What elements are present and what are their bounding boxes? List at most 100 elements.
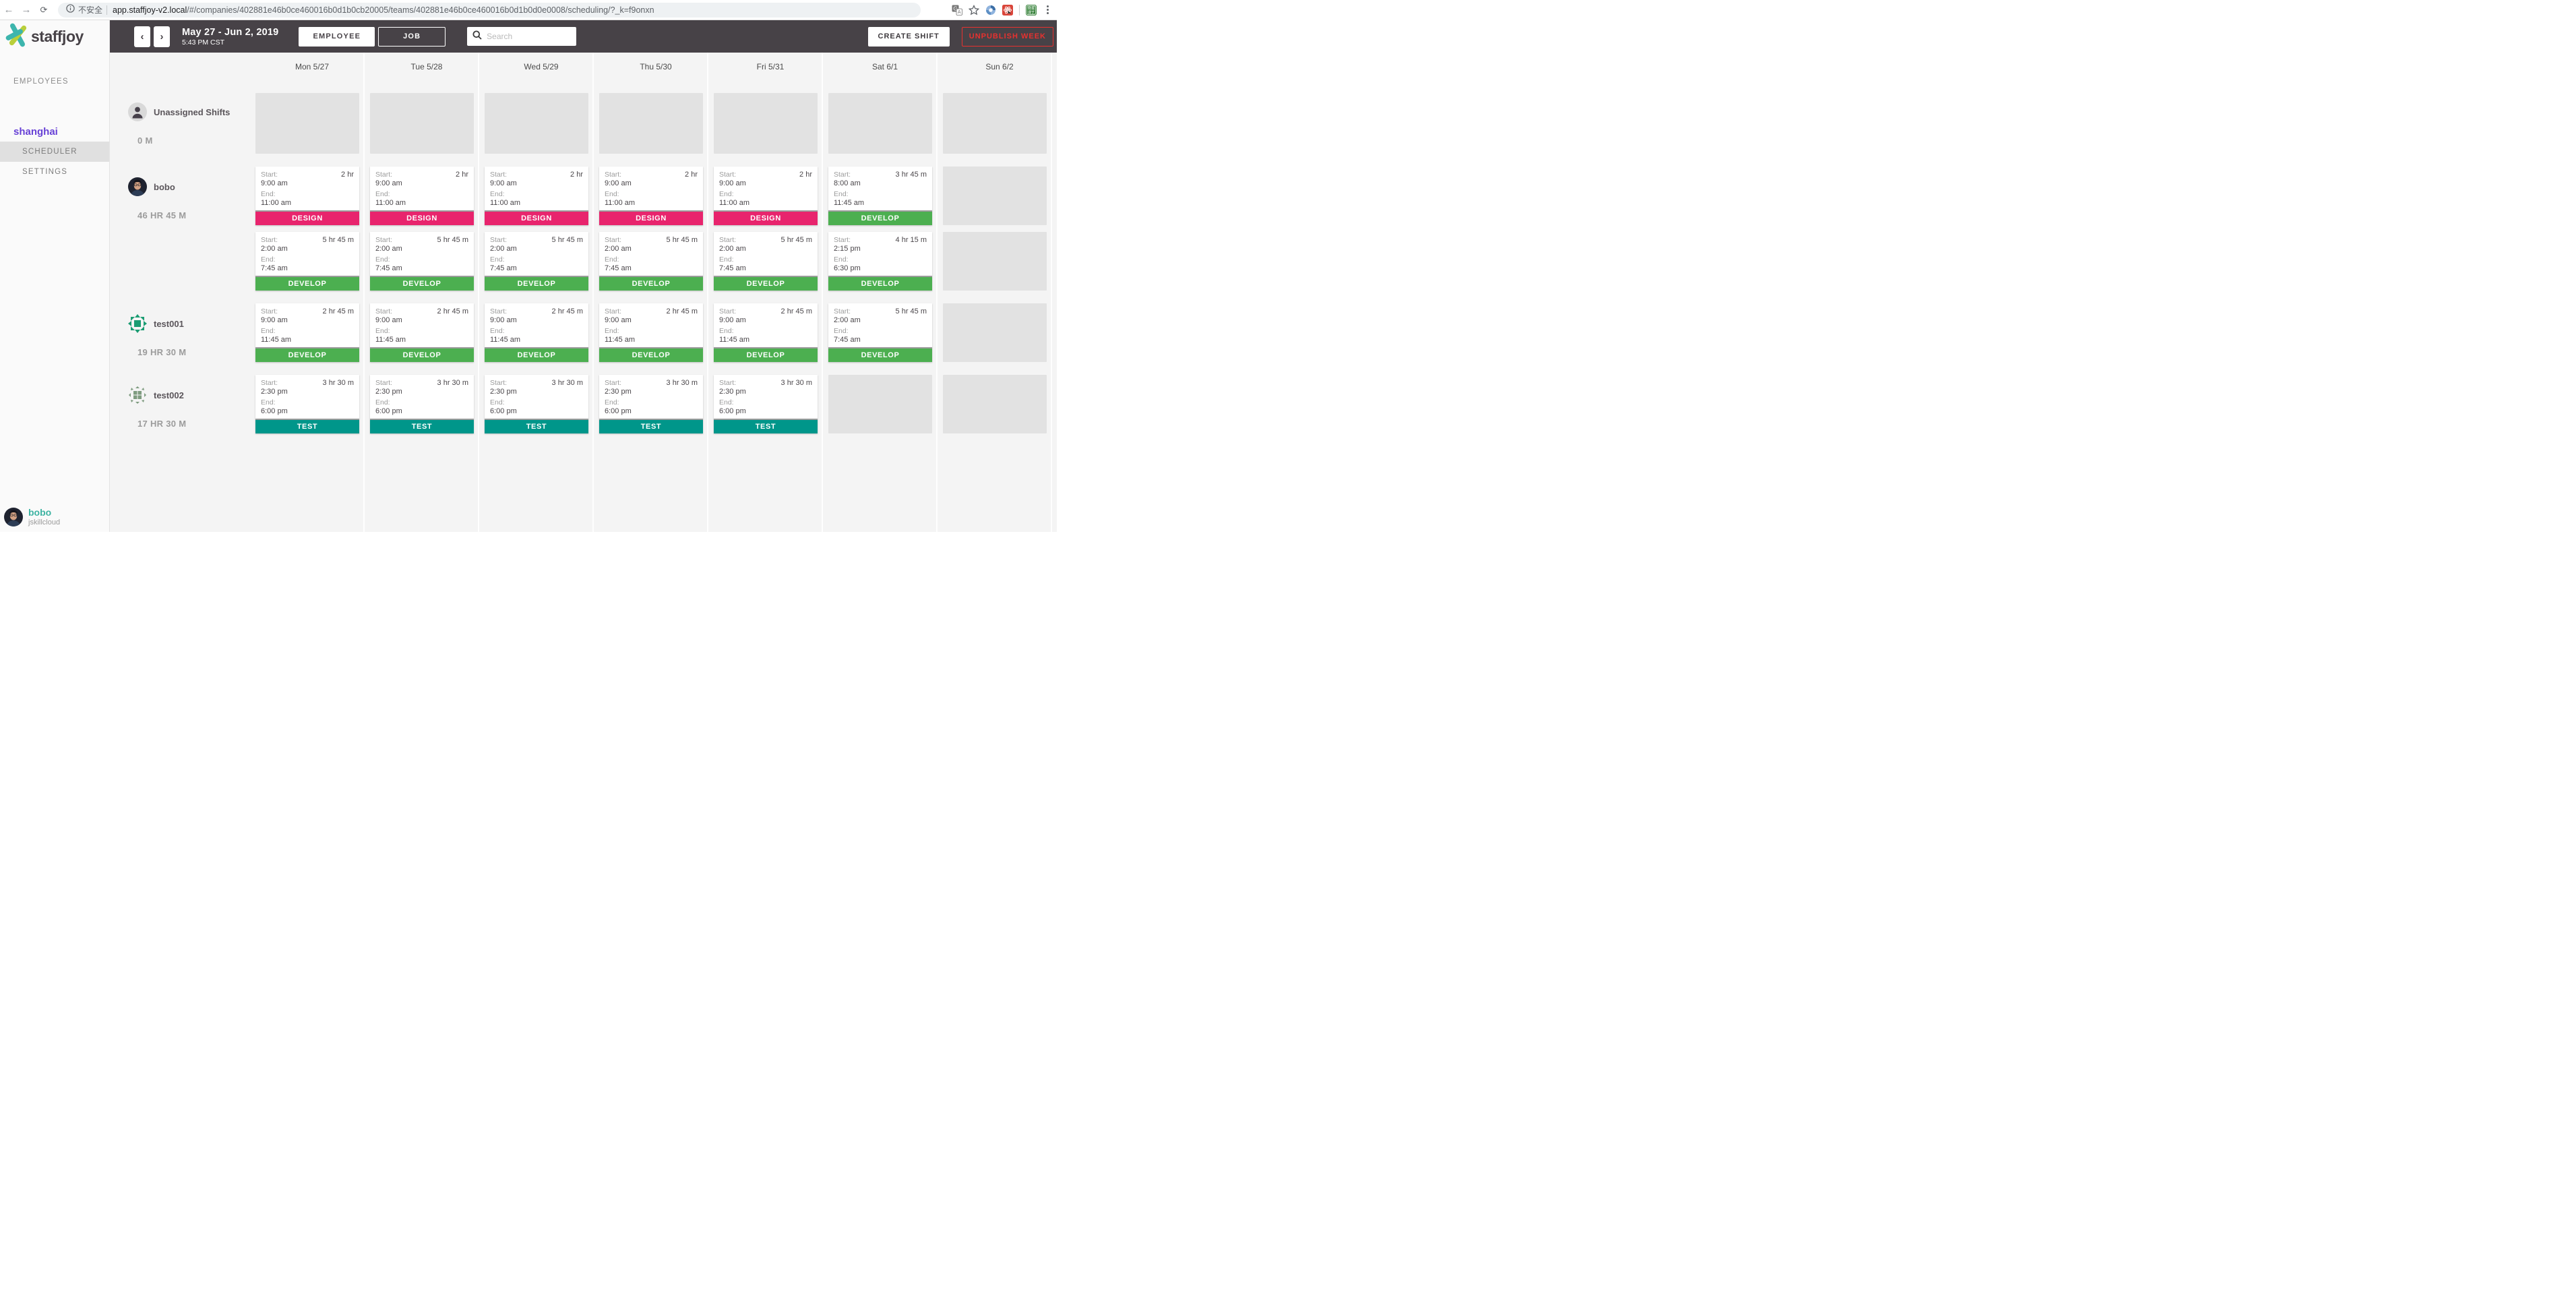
shift-job-button[interactable]: DEVELOP xyxy=(485,347,588,362)
bookmark-star-icon[interactable] xyxy=(968,4,980,16)
empty-shift-slot[interactable] xyxy=(828,93,932,154)
row-total-hours: 0 M xyxy=(137,135,153,146)
empty-shift-slot[interactable] xyxy=(943,167,1047,225)
shift-card[interactable]: Start: 5 hr 45 m 2:00 am End: 7:45 am DEVELOP xyxy=(828,303,932,362)
shift-job-button[interactable]: TEST xyxy=(714,419,818,433)
shift-card[interactable]: Start: 2 hr 9:00 am End: 11:00 am DESIGN xyxy=(714,167,818,225)
shift-job-button[interactable]: TEST xyxy=(599,419,703,433)
green-chinese-extension-icon[interactable]: 微掘 课艺 xyxy=(1026,4,1037,16)
shift-job-button[interactable]: DEVELOP xyxy=(370,276,474,291)
shift-card[interactable]: Start: 2 hr 9:00 am End: 11:00 am DESIGN xyxy=(255,167,359,225)
back-arrow-icon[interactable]: ← xyxy=(3,4,14,16)
empty-shift-slot[interactable] xyxy=(943,232,1047,291)
site-info-icon[interactable] xyxy=(66,3,75,16)
user-company: jskillcloud xyxy=(28,518,61,526)
red-atom-extension-icon[interactable] xyxy=(1002,4,1013,16)
reload-icon[interactable]: ⟳ xyxy=(40,4,48,15)
shift-card[interactable]: Start: 5 hr 45 m 2:00 am End: 7:45 am DEVELOP xyxy=(599,232,703,291)
shift-card[interactable]: Start: 2 hr 9:00 am End: 11:00 am DESIGN xyxy=(485,167,588,225)
shift-card[interactable]: Start: 5 hr 45 m 2:00 am End: 7:45 am DEVELOP xyxy=(485,232,588,291)
shift-card[interactable]: Start: 3 hr 30 m 2:30 pm End: 6:00 pm TEST xyxy=(714,375,818,433)
shift-job-button[interactable]: DEVELOP xyxy=(828,276,932,291)
browser-menu-icon[interactable] xyxy=(1043,5,1053,14)
shift-job-button[interactable]: DEVELOP xyxy=(255,276,359,291)
shift-job-button[interactable]: DESIGN xyxy=(485,210,588,225)
shift-start-time: 9:00 am xyxy=(719,179,746,187)
sidebar-user[interactable]: bobo jskillcloud xyxy=(4,507,60,526)
shift-duration: 3 hr 30 m xyxy=(551,379,583,387)
empty-shift-slot[interactable] xyxy=(370,93,474,154)
shift-card[interactable]: Start: 2 hr 45 m 9:00 am End: 11:45 am DEVELO… xyxy=(370,303,474,362)
sidebar-item-settings[interactable]: SETTINGS xyxy=(22,168,68,176)
forward-arrow-icon[interactable]: → xyxy=(21,4,32,16)
shift-job-button[interactable]: TEST xyxy=(255,419,359,433)
empty-shift-slot[interactable] xyxy=(255,93,359,154)
shift-job-button[interactable]: TEST xyxy=(370,419,474,433)
employee-view-toggle[interactable]: EMPLOYEE xyxy=(299,26,375,47)
shift-card[interactable]: Start: 3 hr 30 m 2:30 pm End: 6:00 pm TEST xyxy=(599,375,703,433)
shift-card[interactable]: Start: 3 hr 30 m 2:30 pm End: 6:00 pm TEST xyxy=(370,375,474,433)
sidebar-item-employees[interactable]: EMPLOYEES xyxy=(13,78,69,86)
empty-shift-slot[interactable] xyxy=(943,303,1047,362)
shift-card[interactable]: Start: 3 hr 45 m 8:00 am End: 11:45 am DEVELO… xyxy=(828,167,932,225)
empty-shift-slot[interactable] xyxy=(485,93,588,154)
create-shift-button[interactable]: CREATE SHIFT xyxy=(867,26,950,47)
staffjoy-logo[interactable]: staffjoy xyxy=(0,20,110,53)
previous-week-button[interactable]: ‹ xyxy=(134,26,150,47)
shift-job-button[interactable]: DEVELOP xyxy=(714,347,818,362)
shift-card[interactable]: Start: 3 hr 30 m 2:30 pm End: 6:00 pm TEST xyxy=(485,375,588,433)
shift-card[interactable]: Start: 5 hr 45 m 2:00 am End: 7:45 am DEVELOP xyxy=(714,232,818,291)
start-label: Start: xyxy=(490,171,508,179)
shift-job-button[interactable]: DEVELOP xyxy=(599,276,703,291)
empty-shift-slot[interactable] xyxy=(828,375,932,433)
shift-job-button[interactable]: DEVELOP xyxy=(599,347,703,362)
shift-job-button[interactable]: DEVELOP xyxy=(485,276,588,291)
empty-shift-slot[interactable] xyxy=(943,375,1047,433)
shift-card[interactable]: Start: 2 hr 45 m 9:00 am End: 11:45 am DEVELO… xyxy=(485,303,588,362)
address-bar[interactable]: 不安全 app.staffjoy-v2.local/#/companies/40… xyxy=(58,2,921,18)
sidebar-team-name[interactable]: shanghai xyxy=(13,126,58,138)
search-box[interactable] xyxy=(467,27,577,46)
day-cell: Start: 2 hr 45 m 9:00 am End: 11:45 am DEVELO… xyxy=(255,303,369,362)
unpublish-week-button[interactable]: UNPUBLISH WEEK xyxy=(961,26,1053,47)
empty-shift-slot[interactable] xyxy=(599,93,703,154)
shift-card[interactable]: Start: 3 hr 30 m 2:30 pm End: 6:00 pm TEST xyxy=(255,375,359,433)
next-week-button[interactable]: › xyxy=(154,26,170,47)
day-cell: Start: 5 hr 45 m 2:00 am End: 7:45 am DEVELOP xyxy=(369,232,484,291)
column-separator xyxy=(936,53,938,532)
blue-swirl-extension-icon[interactable] xyxy=(985,5,996,16)
shift-job-button[interactable]: DESIGN xyxy=(714,210,818,225)
sidebar-item-scheduler[interactable]: SCHEDULER xyxy=(0,142,109,162)
shift-card[interactable]: Start: 2 hr 45 m 9:00 am End: 11:45 am DEVELO… xyxy=(714,303,818,362)
shift-job-button[interactable]: DEVELOP xyxy=(255,347,359,362)
shift-job-button[interactable]: DEVELOP xyxy=(828,210,932,225)
job-view-toggle[interactable]: JOB xyxy=(378,26,446,47)
shift-job-button[interactable]: DEVELOP xyxy=(828,347,932,362)
empty-shift-slot[interactable] xyxy=(943,93,1047,154)
shift-duration: 2 hr 45 m xyxy=(551,307,583,315)
day-cell: Start: 2 hr 45 m 9:00 am End: 11:45 am DEVELO… xyxy=(484,303,599,362)
shift-job-button[interactable]: DESIGN xyxy=(599,210,703,225)
search-input[interactable] xyxy=(487,32,568,41)
end-label: End: xyxy=(375,327,390,335)
shift-duration: 5 hr 45 m xyxy=(780,236,812,244)
shift-card[interactable]: Start: 4 hr 15 m 2:15 pm End: 6:30 pm DEVELOP xyxy=(828,232,932,291)
shift-card[interactable]: Start: 5 hr 45 m 2:00 am End: 7:45 am DEVELOP xyxy=(255,232,359,291)
shift-end-time: 7:45 am xyxy=(490,264,517,272)
shift-card[interactable]: Start: 5 hr 45 m 2:00 am End: 7:45 am DEVELOP xyxy=(370,232,474,291)
shift-job-button[interactable]: DEVELOP xyxy=(370,347,474,362)
shift-card[interactable]: Start: 2 hr 9:00 am End: 11:00 am DESIGN xyxy=(370,167,474,225)
shift-card[interactable]: Start: 2 hr 9:00 am End: 11:00 am DESIGN xyxy=(599,167,703,225)
shift-card[interactable]: Start: 2 hr 45 m 9:00 am End: 11:45 am DEVELO… xyxy=(255,303,359,362)
empty-shift-slot[interactable] xyxy=(714,93,818,154)
shift-job-button[interactable]: DESIGN xyxy=(370,210,474,225)
schedule-row: bobo 46 HR 45 M Start: 2 hr 9:00 am End: 11:00… xyxy=(110,160,1057,297)
shift-card[interactable]: Start: 2 hr 45 m 9:00 am End: 11:45 am DEVELO… xyxy=(599,303,703,362)
shift-job-button[interactable]: DESIGN xyxy=(255,210,359,225)
day-cell xyxy=(599,93,713,154)
week-date-range: May 27 - Jun 2, 2019 xyxy=(182,26,279,38)
start-label: Start: xyxy=(719,171,737,179)
shift-job-button[interactable]: DEVELOP xyxy=(714,276,818,291)
shift-job-button[interactable]: TEST xyxy=(485,419,588,433)
